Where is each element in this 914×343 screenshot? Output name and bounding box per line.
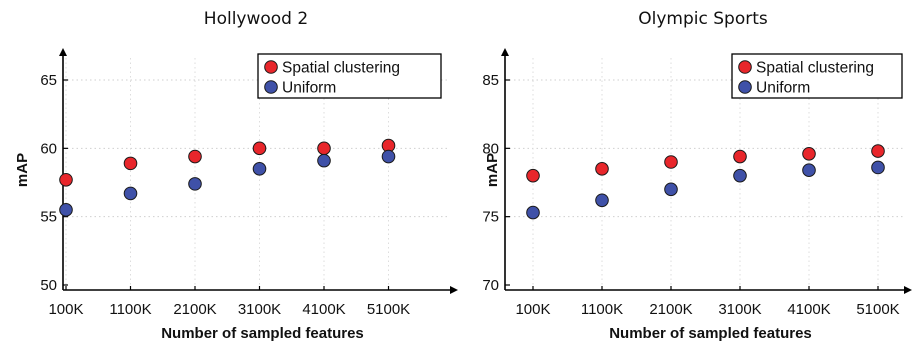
x-tick-label: 3100K (718, 301, 761, 318)
legend-label: Spatial clustering (756, 60, 874, 77)
data-point-spatial-clustering (252, 141, 267, 156)
data-point-uniform (526, 205, 540, 220)
data-point-uniform (595, 193, 609, 208)
data-point-spatial-clustering (733, 149, 747, 164)
legend-marker (738, 80, 752, 94)
x-tick-label: 4100K (787, 301, 830, 318)
y-axis-label: mAP (14, 153, 31, 187)
data-point-uniform (664, 182, 678, 197)
data-point-spatial-clustering (526, 168, 540, 183)
x-tick-label: 5100K (367, 301, 410, 318)
y-tick-label: 65 (40, 72, 57, 89)
x-tick-label: 1100K (109, 301, 151, 318)
y-axis-arrow (59, 48, 67, 56)
data-point-uniform (317, 153, 331, 168)
x-axis-label: Number of sampled features (609, 325, 812, 342)
y-tick-label: 55 (40, 209, 57, 226)
x-tick-label: 100K (48, 301, 83, 318)
legend-marker (264, 80, 278, 94)
data-point-uniform (59, 203, 73, 217)
legend: Spatial clustering Uniform (257, 53, 442, 99)
data-point-spatial-clustering (59, 172, 73, 187)
data-point-spatial-clustering (802, 147, 816, 161)
y-tick-label: 70 (482, 277, 499, 294)
x-tick-label: 2100K (173, 301, 216, 318)
x-tick-label: 4100K (302, 301, 345, 318)
legend-box (731, 53, 903, 99)
chart-title: Hollywood 2 (204, 9, 308, 29)
legend-label: Uniform (756, 80, 810, 97)
data-point-uniform (188, 177, 202, 191)
y-tick-label: 80 (482, 140, 499, 157)
data-point-uniform (123, 186, 138, 201)
data-point-spatial-clustering (664, 155, 678, 169)
legend-marker (738, 60, 752, 74)
data-point-uniform (871, 160, 885, 175)
chart-title: Olympic Sports (638, 9, 768, 29)
x-tick-label: 3100K (238, 301, 281, 318)
y-tick-label: 60 (40, 140, 57, 157)
data-point-uniform (381, 149, 396, 164)
chart-panel-2: Olympic Sports 70 75 80 85 100K 1100K 2100K 3100… (482, 9, 912, 342)
y-axis-arrow (501, 48, 509, 56)
y-tick-label: 75 (482, 209, 499, 226)
x-tick-label: 5100K (856, 301, 899, 318)
legend-label: Spatial clustering (282, 60, 400, 77)
legend: Spatial clustering Uniform (731, 53, 903, 99)
x-axis-arrow (904, 286, 912, 294)
y-tick-label: 85 (482, 72, 499, 89)
y-tick-label: 50 (40, 277, 57, 294)
legend-label: Uniform (282, 80, 336, 97)
legend-marker (264, 60, 278, 74)
data-point-uniform (802, 163, 816, 177)
data-point-uniform (252, 162, 267, 176)
x-tick-label: 100K (515, 301, 550, 318)
chart-panel-1: Hollywood 2 50 55 60 65 100K 1100K 2100K 3100K 41… (14, 9, 458, 342)
y-axis-label: mAP (484, 153, 501, 187)
data-point-spatial-clustering (871, 144, 885, 158)
x-tick-label: 1100K (581, 301, 623, 318)
x-tick-label: 2100K (649, 301, 692, 318)
data-point-spatial-clustering (123, 156, 138, 171)
data-point-spatial-clustering (317, 141, 331, 156)
data-point-spatial-clustering (188, 149, 202, 164)
x-axis-label: Number of sampled features (161, 325, 364, 342)
legend-box (257, 53, 442, 99)
data-point-uniform (733, 168, 747, 183)
x-axis-arrow (450, 286, 458, 294)
data-point-spatial-clustering (595, 162, 609, 176)
